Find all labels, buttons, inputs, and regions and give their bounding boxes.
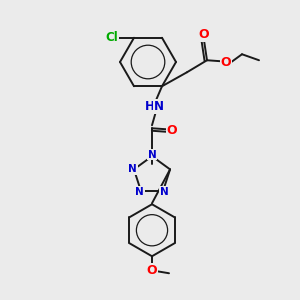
Text: O: O: [199, 28, 209, 41]
Text: N: N: [148, 149, 156, 160]
Text: N: N: [128, 164, 137, 174]
Text: O: O: [147, 264, 157, 277]
Text: N: N: [160, 187, 169, 197]
Text: O: O: [167, 124, 177, 137]
Text: N: N: [136, 187, 144, 197]
Text: O: O: [221, 56, 231, 69]
Text: N: N: [154, 100, 164, 113]
Text: H: H: [145, 100, 155, 113]
Text: Cl: Cl: [106, 31, 118, 44]
